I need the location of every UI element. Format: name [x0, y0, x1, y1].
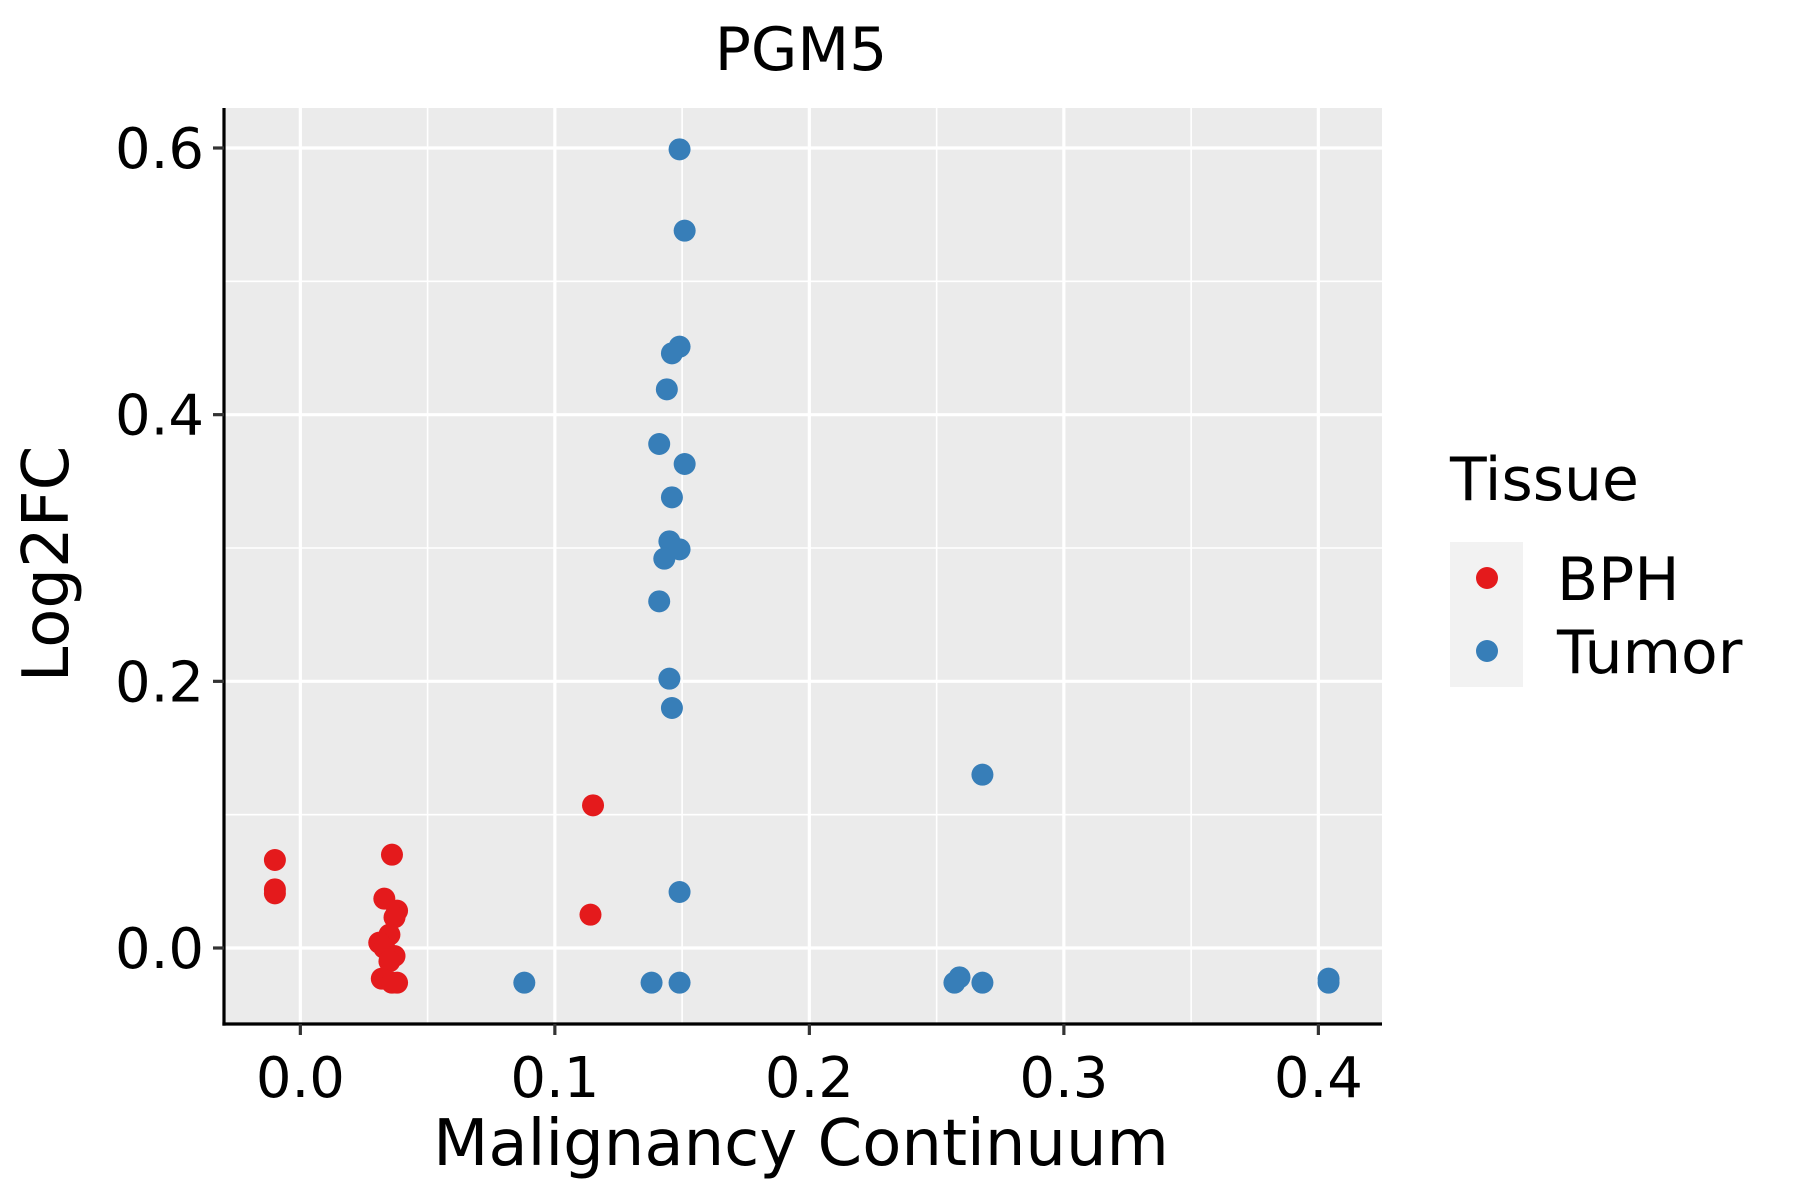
data-point-tumor	[673, 453, 696, 475]
data-point-tumor	[640, 971, 663, 994]
plot-panel	[224, 108, 1382, 1024]
y-axis-title: Log2FC	[10, 446, 84, 683]
y-tick-label: 0.4	[115, 384, 204, 449]
data-point-tumor	[971, 763, 994, 786]
grid-lines	[224, 108, 1382, 1024]
legend-key-bph	[1476, 567, 1498, 589]
data-point-bph	[383, 906, 406, 929]
data-point-bph	[263, 882, 286, 905]
series-tumor	[513, 138, 1340, 994]
data-point-tumor	[668, 881, 691, 903]
y-tick-label: 0.6	[115, 117, 204, 182]
panel-background	[224, 108, 1382, 1024]
data-point-bph	[582, 794, 605, 817]
data-point-tumor	[658, 667, 681, 690]
x-tick-label: 0.1	[510, 1046, 599, 1111]
data-point-tumor	[653, 547, 676, 570]
data-point-tumor	[660, 342, 683, 365]
legend-title: Tissue	[1449, 445, 1639, 515]
series-bph	[263, 794, 605, 994]
x-tick-label: 0.3	[1019, 1046, 1108, 1111]
data-point-tumor	[660, 697, 683, 719]
data-point-tumor	[673, 219, 696, 242]
x-tick-label: 0.4	[1274, 1046, 1363, 1111]
data-point-bph	[380, 843, 403, 866]
y-tick-label: 0.0	[115, 917, 204, 982]
y-tick-label: 0.2	[115, 650, 204, 715]
x-axis-title: Malignancy Continuum	[433, 1107, 1169, 1181]
data-point-tumor	[668, 971, 691, 994]
data-point-tumor	[655, 378, 678, 401]
data-point-tumor	[648, 433, 671, 455]
data-point-bph	[378, 950, 401, 973]
legend-label-bph: BPH	[1557, 545, 1679, 615]
data-point-tumor	[971, 971, 994, 994]
x-tick-label: 0.2	[765, 1046, 854, 1111]
axes: 0.0 0.1 0.2 0.3 0.4 0.0 0.2 0.4 0.6	[115, 108, 1382, 1111]
legend-key-background	[1450, 542, 1523, 687]
data-point-tumor	[943, 971, 966, 994]
data-point-tumor	[1317, 971, 1340, 994]
data-point-tumor	[668, 138, 691, 161]
legend-key-tumor	[1476, 640, 1498, 662]
data-point-tumor	[660, 486, 683, 509]
data-point-bph	[386, 971, 409, 994]
data-point-bph	[579, 903, 602, 926]
data-point-tumor	[513, 971, 536, 994]
data-point-tumor	[648, 590, 671, 613]
chart-title: PGM5	[715, 15, 888, 85]
data-points	[263, 138, 1340, 994]
x-tick-label: 0.0	[256, 1046, 345, 1111]
legend-label-tumor: Tumor	[1556, 618, 1743, 688]
data-point-bph	[263, 849, 286, 871]
